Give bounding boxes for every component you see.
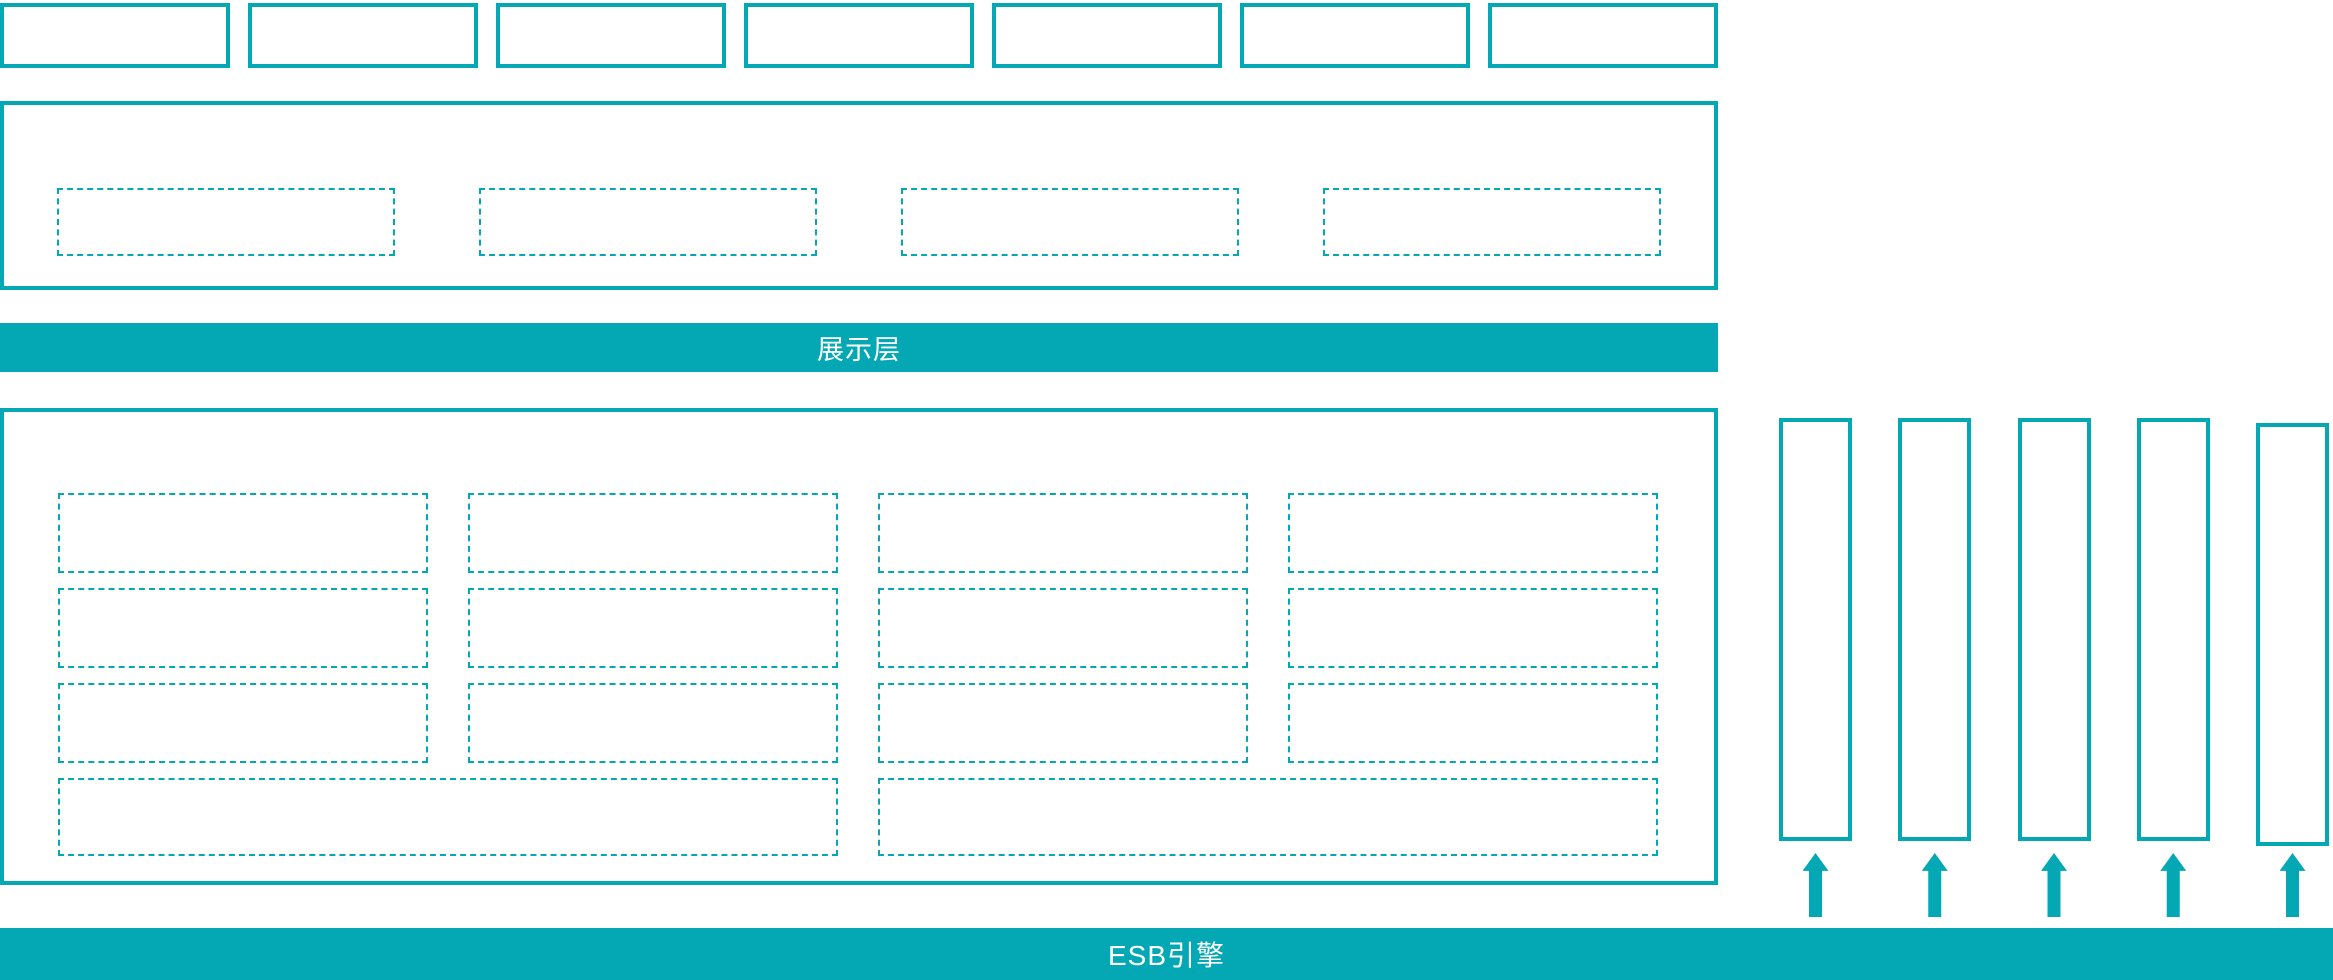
right-column-group [1898,418,1972,923]
top-box [1240,3,1470,68]
vertical-box [2017,418,2091,841]
right-columns [1779,418,2329,923]
display-layer-label: 展示层 [817,335,901,365]
vertical-box [1779,418,1852,841]
up-arrow-icon [1802,853,1829,917]
service-box [57,188,395,256]
top-row [0,3,1718,68]
top-box [496,3,726,68]
vertical-box [2256,423,2329,846]
module-box [878,683,1248,763]
service-box [901,188,1239,256]
service-band [0,101,1718,290]
right-column-group [2136,418,2210,923]
up-arrow-icon [1921,853,1948,917]
right-column-group [1779,418,1852,923]
module-box [1288,588,1658,668]
module-box [58,493,428,573]
module-box-wide [878,778,1658,856]
right-column-group [2017,418,2091,923]
module-box [468,683,838,763]
module-box [58,588,428,668]
vertical-box [1898,418,1972,841]
module-box [878,588,1248,668]
module-box [1288,683,1658,763]
top-box [744,3,974,68]
up-arrow-icon [2041,853,2067,917]
esb-engine-label: ESB引擎 [1107,940,1226,971]
up-arrow-icon [2160,853,2187,917]
top-box [248,3,478,68]
module-box [468,588,838,668]
right-column-group [2256,418,2329,923]
service-box [479,188,817,256]
display-layer-bar: 展示层 [0,323,1718,372]
esb-engine-bar: ESB引擎 [0,928,2333,980]
service-box [1323,188,1661,256]
module-box [468,493,838,573]
top-box [992,3,1222,68]
top-box [0,3,230,68]
main-container [0,408,1718,885]
module-box [878,493,1248,573]
main-grid [58,493,1658,858]
module-box [58,683,428,763]
top-box [1488,3,1718,68]
vertical-box [2136,418,2210,841]
module-box-wide [58,778,838,856]
up-arrow-icon [2279,853,2306,917]
module-box [1288,493,1658,573]
